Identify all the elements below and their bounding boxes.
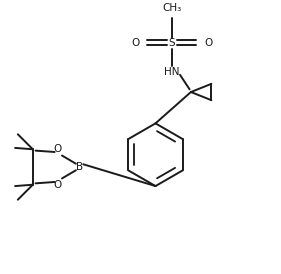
Text: O: O [131, 38, 139, 48]
Text: B: B [76, 162, 83, 172]
Text: O: O [53, 144, 62, 154]
Text: S: S [169, 38, 175, 48]
Text: CH₃: CH₃ [162, 3, 182, 13]
Text: O: O [205, 38, 213, 48]
Text: HN: HN [164, 67, 180, 76]
Text: O: O [53, 180, 62, 190]
